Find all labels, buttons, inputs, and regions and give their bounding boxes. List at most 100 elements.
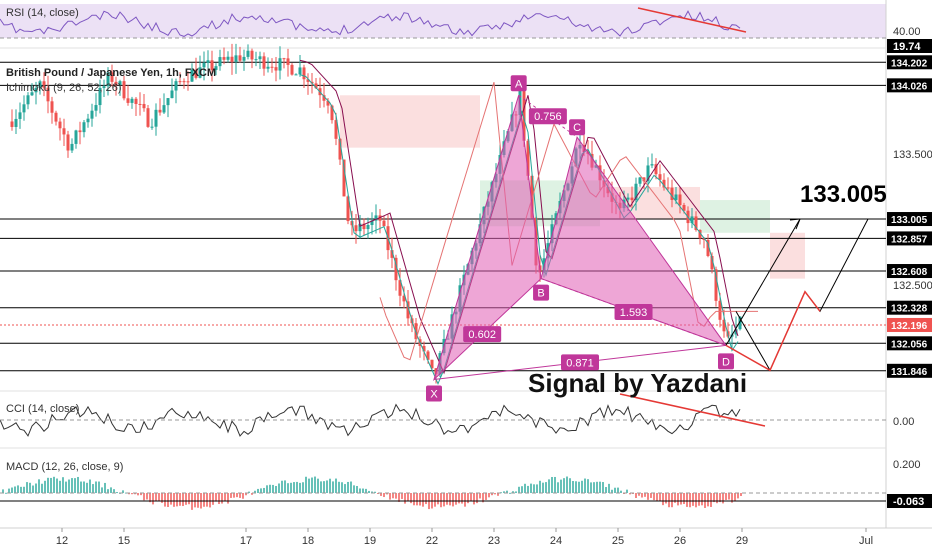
macd-histogram-bar	[584, 478, 586, 493]
candle-body	[374, 215, 378, 221]
macd-histogram-bar	[422, 493, 424, 507]
macd-histogram-bar	[302, 482, 304, 493]
macd-histogram-bar	[608, 483, 610, 493]
macd-histogram-bar	[29, 482, 31, 493]
macd-histogram-bar	[170, 493, 172, 505]
last-price-label: 132.196	[891, 321, 928, 332]
candle-body	[394, 257, 398, 281]
candle-body	[362, 223, 366, 230]
macd-histogram-bar	[614, 487, 616, 493]
candle-body	[282, 58, 286, 60]
candle-body	[214, 66, 218, 70]
candle-body	[222, 57, 226, 60]
macd-histogram-bar	[668, 493, 670, 508]
macd-histogram-bar	[224, 493, 226, 501]
macd-histogram-bar	[215, 493, 217, 502]
candle-body	[670, 187, 674, 200]
x-tick-label: Jul	[859, 535, 873, 547]
macd-histogram-bar	[443, 493, 445, 507]
candle-body	[122, 81, 126, 99]
macd-histogram-bar	[143, 493, 145, 501]
candle-body	[382, 220, 386, 227]
macd-histogram-bar	[494, 493, 496, 495]
macd-histogram-bar	[131, 493, 133, 495]
candle-body	[138, 103, 142, 105]
macd-histogram-bar	[83, 481, 85, 493]
level-label: 134.202	[891, 58, 928, 69]
candle-body	[106, 72, 110, 87]
macd-histogram-bar	[242, 493, 244, 499]
level-label-badge	[887, 231, 932, 246]
candle-body	[82, 122, 86, 133]
macd-histogram-bar	[14, 486, 16, 493]
rsi-title: RSI (14, close)	[6, 7, 79, 19]
candle-body	[166, 98, 170, 106]
candle-body	[190, 69, 194, 82]
macd-histogram-bar	[740, 493, 742, 497]
target-label: 133.005	[800, 181, 887, 208]
macd-histogram-bar	[209, 493, 211, 508]
macd-histogram-bar	[206, 493, 208, 507]
macd-histogram-bar	[722, 493, 724, 504]
macd-histogram-bar	[122, 490, 124, 493]
candle-body	[422, 345, 426, 352]
candle-body	[638, 177, 642, 184]
macd-histogram-bar	[155, 493, 157, 502]
macd-histogram-bar	[266, 485, 268, 493]
x-tick-label: 23	[488, 535, 500, 547]
x-tick-label: 24	[550, 535, 562, 547]
macd-histogram-bar	[146, 493, 148, 500]
macd-histogram-bar	[320, 481, 322, 493]
signature-text: Signal by Yazdani	[528, 368, 747, 398]
macd-histogram-bar	[344, 484, 346, 493]
x-tick-label: 18	[302, 535, 314, 547]
candle-body	[86, 118, 90, 123]
macd-histogram-bar	[506, 490, 508, 493]
candle-body	[126, 98, 130, 103]
macd-histogram-bar	[521, 486, 523, 493]
macd-histogram-bar	[275, 485, 277, 493]
cloud-segment	[340, 95, 480, 148]
macd-histogram-bar	[701, 493, 703, 506]
x-tick-label: 22	[426, 535, 438, 547]
candle-body	[246, 50, 250, 57]
candle-body	[662, 179, 666, 188]
candle-body	[30, 92, 34, 96]
pattern-point-label: C	[573, 122, 581, 134]
level-label-badge	[887, 264, 932, 279]
macd-histogram-bar	[245, 493, 247, 496]
candle-body	[694, 216, 698, 230]
candle-body	[642, 177, 646, 182]
macd-histogram-bar	[434, 493, 436, 507]
macd-histogram-bar	[398, 493, 400, 502]
macd-histogram-bar	[332, 481, 334, 493]
macd-histogram-bar	[290, 482, 292, 493]
candle-body	[266, 66, 270, 69]
macd-histogram-bar	[38, 479, 40, 493]
pattern-ratio-badge	[528, 108, 567, 125]
macd-histogram-bar	[287, 483, 289, 493]
candle-body	[18, 112, 22, 119]
macd-histogram-bar	[152, 493, 154, 505]
macd-histogram-bar	[686, 493, 688, 507]
level-label: 131.846	[891, 367, 928, 378]
candle-body	[158, 109, 162, 113]
cci-pane	[0, 393, 886, 437]
pattern-ratio-label: 0.756	[534, 111, 562, 123]
candle-body	[242, 56, 246, 61]
candle-body	[70, 143, 74, 151]
pattern-point-badge	[510, 75, 527, 92]
macd-histogram-bar	[317, 478, 319, 493]
macd-histogram-bar	[551, 477, 553, 493]
candle-body	[178, 81, 182, 83]
candle-body	[314, 83, 318, 89]
macd-histogram-bar	[548, 479, 550, 493]
macd-histogram-bar	[449, 493, 451, 506]
candle-body	[254, 59, 258, 61]
candle-body	[526, 140, 530, 176]
macd-histogram-bar	[515, 491, 517, 493]
candle-body	[102, 86, 106, 88]
macd-histogram-bar	[284, 480, 286, 493]
